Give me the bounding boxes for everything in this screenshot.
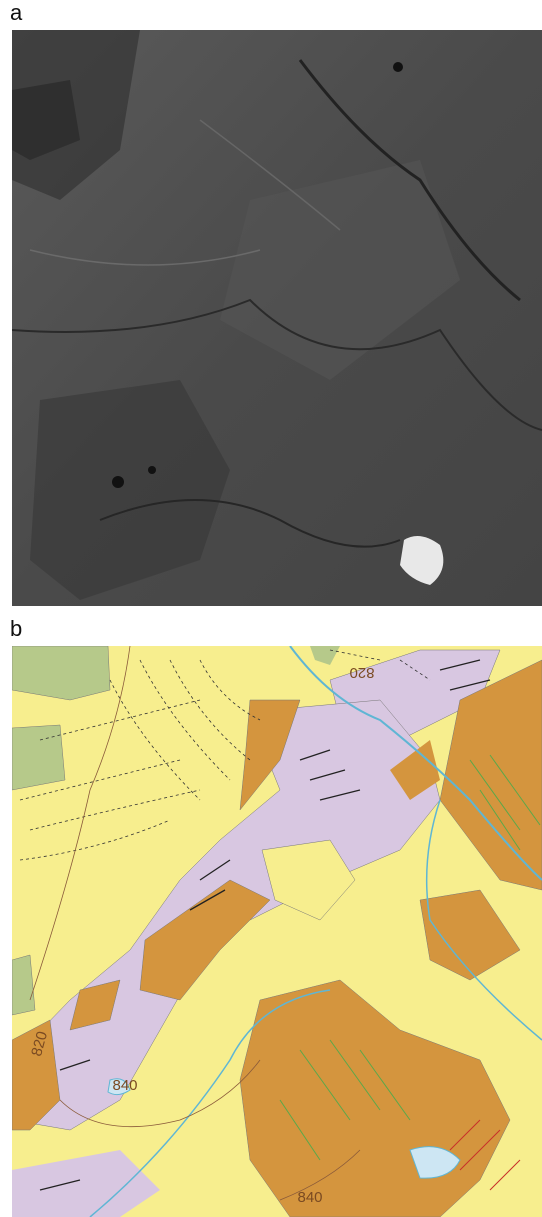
geomorphological-map: 820 820 840 840 bbox=[12, 646, 542, 1217]
contour-label: 820 bbox=[349, 664, 374, 681]
panel-label: b bbox=[10, 616, 22, 641]
contour-label: 840 bbox=[112, 1077, 137, 1094]
figure: a b bbox=[0, 0, 542, 1217]
panel-label: a bbox=[10, 0, 23, 25]
aerial-image bbox=[12, 30, 542, 606]
contour-label: 840 bbox=[297, 1189, 322, 1206]
